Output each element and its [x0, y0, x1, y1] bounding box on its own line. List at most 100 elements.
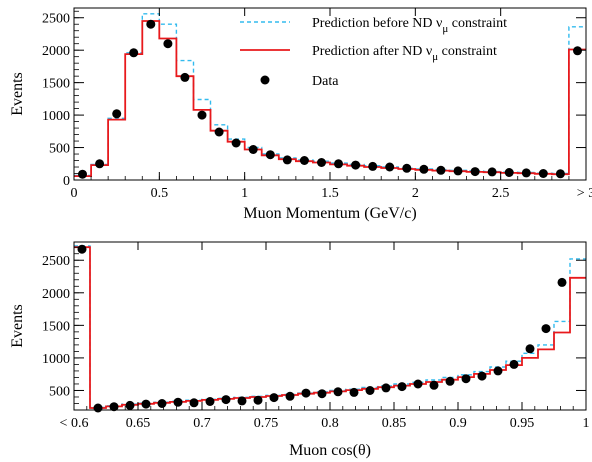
momentum-x-axis-label: Muon Momentum (GeV/c): [243, 205, 416, 222]
costheta-data-point: [381, 383, 391, 393]
costheta-data-point: [445, 376, 455, 386]
costheta-data-point: [557, 277, 567, 287]
costheta-panel: < 0.6 0.65 0.7 0.75 0.8 0.85 0.9 0.95 1500100015…: [9, 241, 590, 459]
momentum-panel: 0 0.5 1 1.5 2 2.5 > 3 0 500 1000 1500 2000 2500 Muon…: [9, 7, 592, 222]
momentum-y-tick-label: 2000: [42, 44, 70, 59]
costheta-data-point: [141, 399, 151, 409]
momentum-data-point: [453, 166, 463, 176]
costheta-data-point: [237, 396, 247, 406]
momentum-x-tick-label: 2.5: [492, 186, 510, 201]
legend-data-marker: [260, 75, 270, 85]
costheta-x-tick-label: 0.95: [510, 416, 535, 431]
costheta-data-point: [189, 398, 199, 408]
momentum-axes-frame: [73, 7, 587, 181]
costheta-data-point: [205, 397, 215, 406]
costheta-data-point: [477, 371, 487, 381]
momentum-data-point: [282, 155, 292, 165]
costheta-data-point: [125, 400, 135, 410]
momentum-data-point: [351, 160, 361, 170]
momentum-data-point: [368, 161, 378, 171]
costheta-data-point: [173, 397, 183, 407]
costheta-data-point: [333, 387, 343, 397]
momentum-data-point: [385, 162, 395, 172]
costheta-data-point: [413, 379, 423, 389]
legend-before-sub: μ: [442, 23, 448, 35]
legend-before-tail: constraint: [448, 16, 507, 31]
costheta-data-point: [509, 359, 519, 369]
costheta-data-point: [525, 344, 535, 354]
costheta-axes-frame: [73, 241, 587, 411]
costheta-before-histogram: [74, 245, 586, 409]
momentum-y-tick-label: 0: [63, 174, 70, 189]
momentum-x-tick-label: 1.5: [321, 186, 339, 201]
momentum-y-axis-label: Events: [9, 72, 26, 116]
costheta-y-tick-label: 1000: [42, 352, 70, 367]
costheta-after-histogram: [74, 246, 586, 409]
costheta-data-point: [397, 382, 407, 392]
costheta-data-point: [253, 395, 263, 405]
costheta-x-tick-label: 0.8: [321, 416, 339, 431]
momentum-y-tick-label: 1000: [42, 109, 70, 124]
costheta-x-tick-label: 0.9: [449, 416, 467, 431]
momentum-data-point: [521, 168, 531, 178]
momentum-data-point: [95, 159, 105, 169]
costheta-data-point: [317, 389, 327, 399]
costheta-x-tick-label: 0.75: [254, 416, 279, 431]
legend-after-sub: μ: [432, 51, 438, 63]
momentum-data-point: [129, 48, 139, 58]
momentum-x-tick-label: 0.5: [151, 186, 169, 201]
momentum-data-point: [419, 164, 429, 174]
momentum-x-tick-label: > 3: [577, 186, 592, 201]
costheta-ticks: < 0.6 0.65 0.7 0.75 0.8 0.85 0.9 0.95 1500100015…: [42, 242, 590, 431]
costheta-plot-area: [74, 244, 586, 413]
costheta-data-point: [349, 387, 359, 397]
momentum-x-tick-label: 2: [412, 186, 419, 201]
costheta-data-point: [269, 393, 279, 403]
momentum-data-point: [334, 159, 343, 169]
momentum-x-tick-label: 1: [241, 186, 248, 201]
legend-before-label: Prediction before ND νμ constraint: [312, 16, 507, 35]
legend-after-label: Prediction after ND νμ constraint: [312, 44, 497, 63]
costheta-y-tick-label: 2000: [42, 287, 70, 302]
momentum-data-point: [487, 167, 497, 177]
momentum-before-histogram: [74, 13, 586, 177]
momentum-ticks: 0 0.5 1 1.5 2 2.5 > 3 0 500 1000 1500 2000 2500: [42, 8, 592, 201]
costheta-data-point: [429, 380, 439, 390]
costheta-data-point: [157, 399, 167, 408]
momentum-data-point: [436, 165, 446, 175]
costheta-x-tick-label: < 0.6: [60, 416, 89, 431]
legend-before-main: Prediction before ND ν: [312, 16, 442, 31]
momentum-x-tick-label: 0: [71, 186, 78, 201]
momentum-data-point: [538, 169, 548, 178]
costheta-y-axis-label: Events: [9, 304, 26, 348]
costheta-data-point: [365, 386, 375, 395]
momentum-data-point: [504, 168, 514, 177]
momentum-data-point: [265, 150, 275, 160]
costheta-data-point: [461, 374, 471, 384]
momentum-data-point: [78, 169, 87, 179]
costheta-data-point: [301, 388, 311, 398]
momentum-data-point: [146, 19, 156, 29]
momentum-data-point: [197, 110, 207, 120]
costheta-data-point: [93, 403, 103, 413]
costheta-x-tick-label: 1: [583, 416, 590, 431]
momentum-data-point: [573, 46, 582, 56]
costheta-x-tick-label: 0.65: [126, 416, 151, 431]
legend-after-main: Prediction after ND ν: [312, 44, 432, 59]
costheta-x-tick-label: 0.85: [382, 416, 407, 431]
costheta-data-point: [285, 391, 295, 401]
momentum-data-point: [299, 156, 309, 165]
momentum-data-point: [163, 39, 173, 49]
momentum-plot-area: [74, 13, 586, 179]
costheta-x-tick-label: 0.7: [193, 416, 211, 431]
momentum-data-point: [248, 145, 258, 154]
costheta-data-point: [221, 395, 231, 405]
costheta-x-axis-label: Muon cos(θ): [289, 442, 371, 459]
legend-data-label: Data: [312, 74, 339, 89]
legend-after-tail: constraint: [438, 44, 497, 59]
momentum-data-point: [180, 72, 190, 82]
momentum-data-point: [231, 138, 241, 148]
costheta-data-point: [109, 402, 119, 412]
momentum-y-tick-label: 2500: [42, 12, 70, 27]
